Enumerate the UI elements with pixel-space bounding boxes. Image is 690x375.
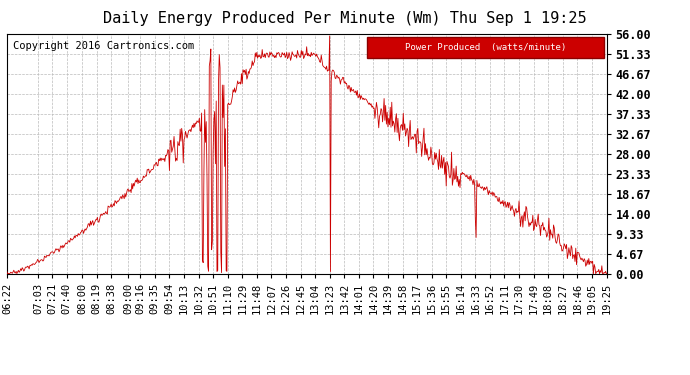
Text: Daily Energy Produced Per Minute (Wm) Thu Sep 1 19:25: Daily Energy Produced Per Minute (Wm) Th… — [104, 11, 586, 26]
Text: Power Produced  (watts/minute): Power Produced (watts/minute) — [405, 43, 566, 52]
Text: Copyright 2016 Cartronics.com: Copyright 2016 Cartronics.com — [13, 41, 194, 51]
FancyBboxPatch shape — [367, 38, 604, 58]
